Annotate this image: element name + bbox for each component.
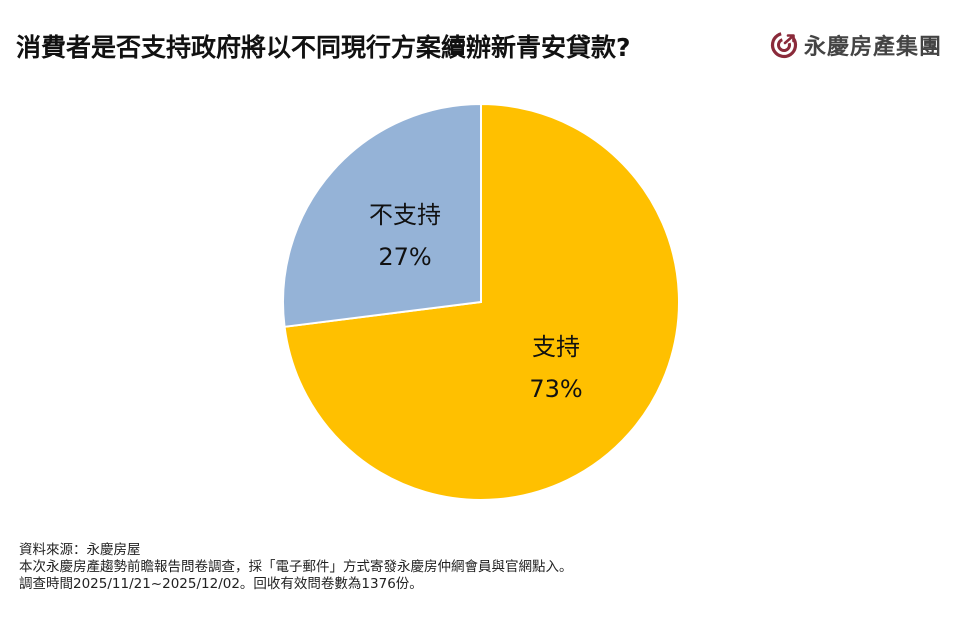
brand-logo: 永慶房產集團: [770, 29, 942, 61]
oppose-pct: 27%: [378, 243, 432, 271]
support-name: 支持: [532, 333, 580, 361]
chart-title: 消費者是否支持政府將以不同現行方案續辦新青安貸款?: [16, 33, 631, 62]
support-pct: 73%: [529, 375, 583, 403]
slice-label-support: 支持 73%: [529, 326, 582, 410]
pie-slice-oppose: [282, 102, 482, 328]
spiral-arrow-logo-icon: [770, 31, 798, 59]
slice-label-oppose: 不支持 27%: [369, 194, 441, 278]
oppose-name: 不支持: [369, 201, 441, 229]
source-line: 資料來源：永慶房屋: [19, 542, 141, 558]
brand-name: 永慶房產集團: [804, 35, 943, 60]
period-line: 調查時間2025/11/21~2025/12/02。回收有效問卷數為1376份。: [19, 576, 423, 592]
chart-footnote: 資料來源：永慶房屋 本次永慶房產趨勢前瞻報告問卷調查，採「電子郵件」方式寄發永慶…: [19, 542, 573, 593]
method-line: 本次永慶房產趨勢前瞻報告問卷調查，採「電子郵件」方式寄發永慶房仲網會員與官網點入…: [19, 559, 573, 575]
pie-slices: [282, 102, 680, 501]
